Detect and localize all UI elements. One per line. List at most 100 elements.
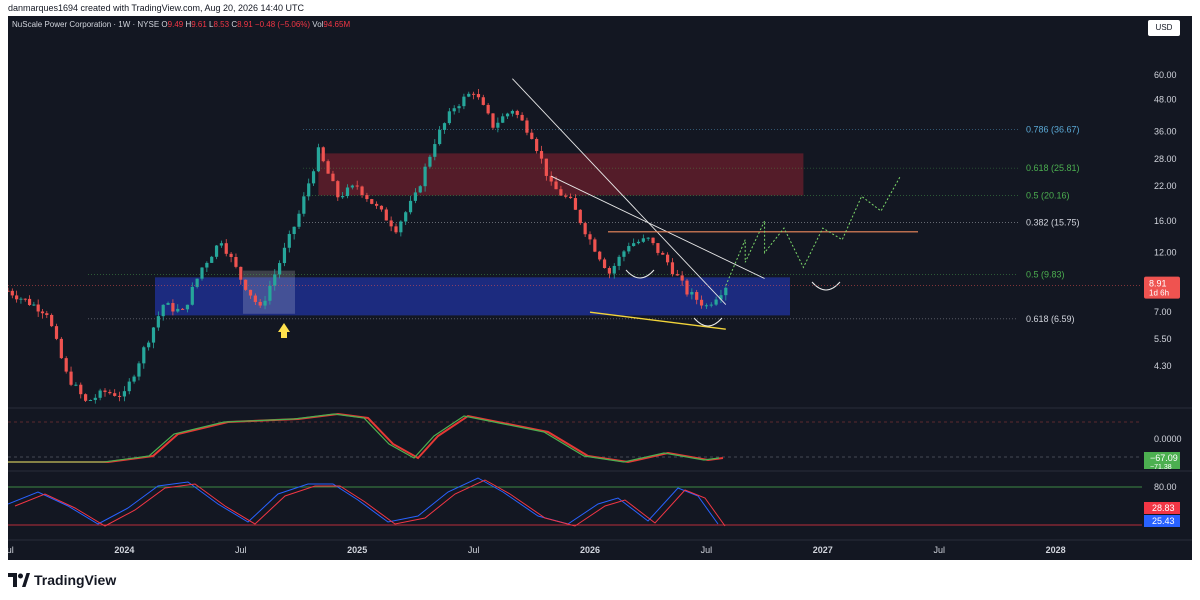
candle[interactable] (569, 193, 573, 199)
candle[interactable] (593, 237, 597, 253)
candle[interactable] (181, 307, 185, 310)
candle[interactable] (244, 279, 248, 291)
candle[interactable] (530, 129, 534, 140)
candle[interactable] (651, 237, 655, 246)
candle[interactable] (15, 290, 19, 303)
candle[interactable] (200, 267, 204, 281)
candle[interactable] (23, 298, 27, 302)
candle[interactable] (278, 260, 282, 279)
candle[interactable] (32, 301, 36, 307)
candle[interactable] (156, 311, 160, 331)
candle[interactable] (433, 139, 437, 161)
support-zone[interactable] (155, 277, 790, 316)
candle[interactable] (447, 108, 451, 125)
candle[interactable] (496, 117, 500, 133)
candle[interactable] (467, 91, 471, 98)
candle[interactable] (602, 257, 607, 269)
candle[interactable] (341, 192, 345, 199)
candle[interactable] (45, 310, 49, 319)
candle[interactable] (438, 126, 442, 146)
candle[interactable] (103, 388, 107, 397)
candle[interactable] (365, 192, 369, 202)
candle[interactable] (224, 239, 228, 257)
candle[interactable] (229, 251, 233, 263)
candle[interactable] (384, 207, 388, 221)
candle[interactable] (69, 366, 73, 387)
candle[interactable] (666, 252, 670, 266)
candle[interactable] (462, 93, 466, 110)
candle[interactable] (345, 184, 350, 199)
candle[interactable] (326, 159, 330, 174)
candle[interactable] (50, 313, 54, 328)
candle[interactable] (695, 289, 699, 305)
candle[interactable] (622, 250, 626, 262)
candle[interactable] (375, 201, 379, 209)
candle[interactable] (161, 304, 165, 321)
candle[interactable] (219, 240, 223, 248)
trendline[interactable] (512, 78, 727, 305)
candle[interactable] (559, 185, 563, 196)
candle[interactable] (302, 192, 306, 217)
candle[interactable] (501, 113, 505, 124)
candle[interactable] (282, 242, 287, 267)
candle[interactable] (675, 269, 679, 276)
candle[interactable] (636, 239, 641, 245)
candle[interactable] (418, 185, 422, 194)
candle[interactable] (132, 374, 136, 384)
candle[interactable] (709, 302, 713, 308)
candle[interactable] (670, 258, 675, 277)
candle[interactable] (588, 231, 592, 245)
candle[interactable] (428, 154, 432, 169)
candle[interactable] (486, 103, 490, 115)
candle[interactable] (36, 299, 40, 317)
candle[interactable] (195, 278, 199, 289)
candle[interactable] (627, 242, 631, 254)
candle[interactable] (505, 112, 510, 120)
candle[interactable] (632, 238, 636, 247)
candle[interactable] (724, 286, 728, 301)
candle[interactable] (476, 89, 481, 100)
candle[interactable] (74, 382, 78, 387)
candle[interactable] (656, 243, 660, 256)
candle[interactable] (607, 266, 611, 279)
candle[interactable] (84, 393, 88, 403)
candle[interactable] (185, 304, 190, 313)
candle[interactable] (108, 389, 112, 395)
candle[interactable] (248, 289, 253, 299)
candle[interactable] (510, 109, 514, 117)
candle[interactable] (360, 185, 364, 198)
bottom-arc[interactable] (693, 317, 723, 327)
candle[interactable] (539, 145, 544, 164)
candle[interactable] (583, 221, 587, 238)
candle[interactable] (399, 220, 403, 237)
candle[interactable] (612, 263, 616, 279)
candle[interactable] (564, 193, 568, 199)
candle[interactable] (273, 269, 277, 291)
candle[interactable] (307, 178, 311, 201)
candle[interactable] (370, 198, 374, 205)
candle[interactable] (355, 180, 359, 190)
candle[interactable] (311, 169, 316, 186)
candle[interactable] (234, 253, 238, 269)
candle[interactable] (452, 105, 456, 115)
candle[interactable] (88, 399, 93, 402)
candle[interactable] (239, 266, 243, 285)
candle[interactable] (93, 394, 97, 404)
chart-area[interactable]: 0.786 (36.67) 0.618 (25.81) 0.5 (20.16) 0.3… (8, 16, 1192, 560)
macd-line[interactable] (8, 413, 720, 463)
candle[interactable] (394, 223, 398, 234)
bottom-arc[interactable] (625, 269, 655, 279)
candle[interactable] (413, 188, 417, 204)
candle[interactable] (268, 280, 272, 305)
candle[interactable] (113, 389, 117, 397)
candle[interactable] (714, 296, 718, 306)
candle[interactable] (472, 91, 476, 100)
candle[interactable] (404, 210, 408, 226)
candle[interactable] (408, 195, 413, 215)
candle[interactable] (253, 293, 257, 305)
candle[interactable] (336, 180, 340, 201)
candle[interactable] (54, 323, 59, 341)
candle[interactable] (379, 205, 384, 212)
candle[interactable] (287, 230, 291, 253)
candle[interactable] (127, 378, 131, 395)
